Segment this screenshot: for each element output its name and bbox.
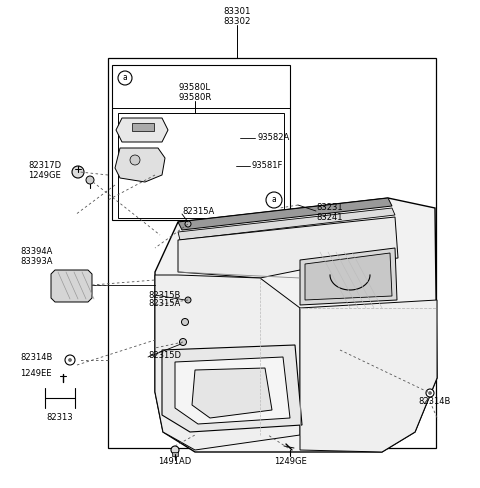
Text: 93582A: 93582A [258, 133, 290, 142]
Bar [112, 65, 290, 220]
Text: 82315A: 82315A [148, 300, 180, 308]
Circle shape [65, 355, 75, 365]
Polygon shape [300, 248, 397, 305]
Circle shape [171, 446, 179, 454]
Text: 83241: 83241 [316, 212, 343, 222]
Polygon shape [175, 357, 290, 424]
Circle shape [185, 297, 191, 303]
Polygon shape [51, 270, 92, 302]
Text: 1249EE: 1249EE [20, 369, 51, 379]
Text: 83301: 83301 [223, 7, 251, 17]
Text: 1491AD: 1491AD [158, 458, 192, 467]
Circle shape [266, 192, 282, 208]
Text: 1249GE: 1249GE [28, 170, 61, 180]
Polygon shape [178, 198, 392, 230]
Text: 82315D: 82315D [148, 350, 181, 360]
Text: 82313: 82313 [47, 413, 73, 423]
Text: a: a [272, 196, 276, 204]
Text: 83394A: 83394A [20, 247, 52, 257]
Polygon shape [162, 345, 302, 432]
Bar [108, 58, 436, 448]
Polygon shape [178, 208, 395, 240]
Text: 82314B: 82314B [418, 398, 450, 407]
Text: 82317D: 82317D [28, 162, 61, 170]
Polygon shape [116, 118, 168, 142]
Text: 83393A: 83393A [20, 257, 52, 265]
Bar [118, 113, 284, 218]
Text: 93581F: 93581F [252, 161, 283, 169]
Polygon shape [300, 300, 437, 452]
Text: 82315B: 82315B [148, 290, 180, 300]
Text: 93580R: 93580R [178, 93, 212, 102]
Polygon shape [115, 148, 165, 182]
Bar [172, 452, 178, 456]
Polygon shape [305, 253, 392, 300]
Text: a: a [122, 74, 127, 82]
Circle shape [180, 339, 187, 346]
Polygon shape [155, 275, 300, 450]
Text: 82315A: 82315A [182, 207, 214, 217]
Circle shape [130, 155, 140, 165]
Bar [132, 123, 154, 131]
Text: 83231: 83231 [316, 203, 343, 212]
Circle shape [86, 176, 94, 184]
Text: 82314B: 82314B [20, 353, 52, 363]
Circle shape [181, 319, 189, 325]
Text: 1249GE: 1249GE [274, 458, 306, 467]
Text: 83302: 83302 [223, 17, 251, 25]
Circle shape [118, 71, 132, 85]
Circle shape [429, 391, 432, 394]
Polygon shape [192, 368, 272, 418]
Text: 93580L: 93580L [179, 83, 211, 93]
Circle shape [185, 221, 191, 227]
Polygon shape [155, 198, 437, 452]
Circle shape [69, 359, 72, 362]
Polygon shape [178, 217, 398, 278]
Circle shape [72, 166, 84, 178]
Circle shape [426, 389, 434, 397]
